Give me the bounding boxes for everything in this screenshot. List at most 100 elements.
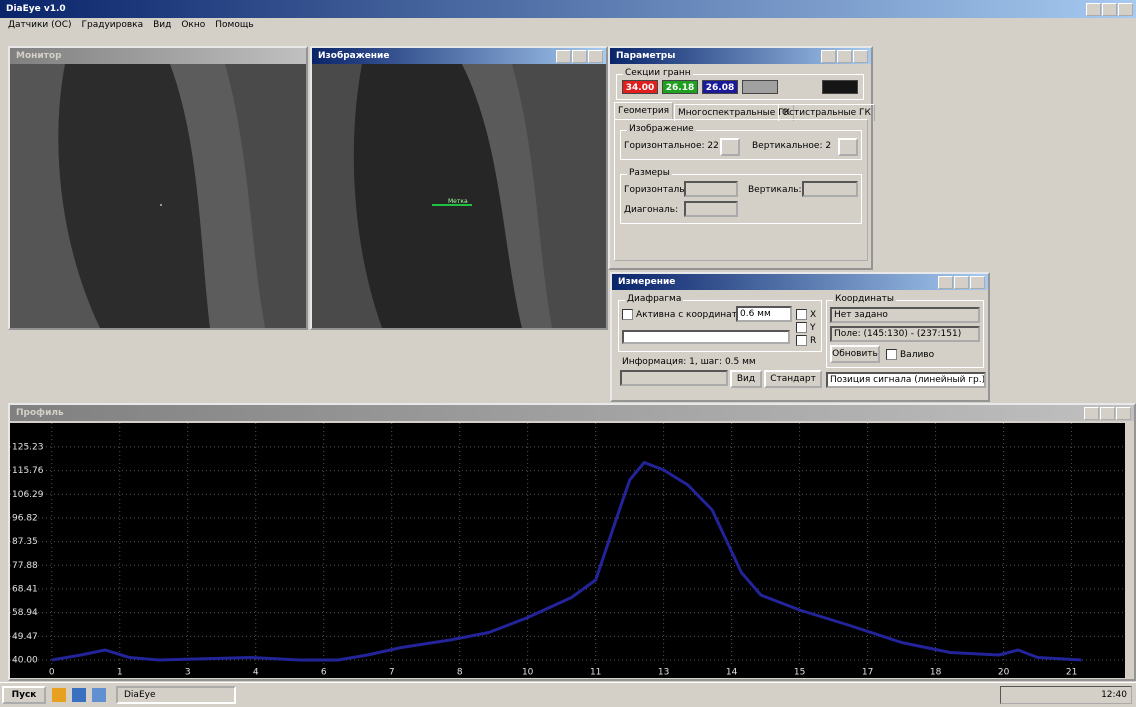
size-field bbox=[684, 201, 738, 217]
x-tick-label: 3 bbox=[185, 668, 191, 678]
window-title: Монитор bbox=[16, 51, 62, 61]
tab[interactable]: Геометрия bbox=[614, 102, 674, 119]
color-swatch[interactable] bbox=[742, 80, 778, 94]
taskbar: Пуск DiaEye 12:40 bbox=[0, 682, 1136, 707]
app-title: DiaEye v1.0 bbox=[6, 4, 66, 14]
marker-label: Метка bbox=[448, 198, 468, 205]
tab[interactable]: Многоспектральные ГК bbox=[674, 104, 794, 121]
app-controls[interactable] bbox=[1086, 3, 1133, 16]
maximize[interactable] bbox=[954, 276, 969, 289]
window-title-bar: Монитор bbox=[10, 48, 306, 64]
group-label: Секции гранн bbox=[623, 68, 693, 78]
window-title-bar: Параметры bbox=[610, 48, 871, 64]
clock: 12:40 bbox=[1101, 690, 1127, 700]
tray: 12:40 bbox=[1000, 686, 1132, 704]
menu-item[interactable]: Градуировка bbox=[81, 20, 144, 30]
button[interactable]: Обновить bbox=[830, 345, 880, 363]
minimize[interactable] bbox=[938, 276, 953, 289]
color-swatch[interactable]: 26.08 bbox=[702, 80, 738, 94]
monitor-window: Монитор bbox=[8, 46, 308, 330]
size-field bbox=[802, 181, 858, 197]
spin-button[interactable] bbox=[720, 138, 740, 156]
minimize[interactable] bbox=[821, 50, 836, 63]
close[interactable] bbox=[970, 276, 985, 289]
menu-item[interactable]: Вид bbox=[153, 20, 172, 30]
y-tick-label: 58.94 bbox=[12, 608, 38, 618]
close[interactable] bbox=[588, 50, 603, 63]
close[interactable] bbox=[1116, 407, 1131, 420]
quick-launch-icon[interactable] bbox=[52, 688, 66, 702]
x-tick-label: 8 bbox=[457, 668, 463, 678]
y-tick-label: 49.47 bbox=[12, 632, 38, 642]
checkbox[interactable]: R bbox=[796, 335, 816, 346]
checkbox[interactable]: Активна с координатами bbox=[622, 309, 755, 320]
task-button[interactable]: DiaEye bbox=[116, 686, 236, 704]
checkbox[interactable]: X bbox=[796, 309, 816, 320]
params-window: Параметры Секции гранн 34.00 26.18 26.08… bbox=[608, 46, 875, 270]
y-tick-label: 106.29 bbox=[12, 490, 44, 500]
menu-item[interactable]: Датчики (ОС) bbox=[8, 20, 72, 30]
window-title-bar: Изображение bbox=[312, 48, 606, 64]
menu-bar: Датчики (ОС) Градуировка Вид Окно Помощь bbox=[8, 20, 254, 30]
x-tick-label: 6 bbox=[321, 668, 327, 678]
y-tick-label: 115.76 bbox=[12, 466, 44, 476]
quick-launch-icon[interactable] bbox=[72, 688, 86, 702]
checkbox[interactable]: Валиво bbox=[886, 349, 934, 360]
x-tick-label: 14 bbox=[726, 668, 738, 678]
text-field[interactable] bbox=[622, 330, 790, 344]
maximize[interactable] bbox=[837, 50, 852, 63]
x-tick-label: 0 bbox=[49, 668, 55, 678]
menu-item[interactable]: Помощь bbox=[215, 20, 254, 30]
monitor-image bbox=[10, 64, 306, 328]
color-swatch[interactable] bbox=[822, 80, 858, 94]
window-controls[interactable] bbox=[556, 50, 603, 63]
checkbox-label: Валиво bbox=[900, 350, 935, 360]
y-tick-label: 68.41 bbox=[12, 584, 38, 594]
window-controls[interactable] bbox=[1084, 407, 1131, 420]
x-tick-label: 10 bbox=[522, 668, 534, 678]
x-tick-label: 7 bbox=[389, 668, 395, 678]
window-title-bar: Профиль bbox=[10, 405, 1134, 421]
profile-plot: 40.00 49.47 58.94 68.41 77.88 87.35 96.82 106.2… bbox=[10, 423, 1125, 678]
maximize[interactable] bbox=[572, 50, 587, 63]
maximize[interactable] bbox=[1100, 407, 1115, 420]
minimize[interactable] bbox=[1086, 3, 1101, 16]
coords-field: Нет задано bbox=[830, 307, 980, 323]
color-swatch[interactable]: 26.18 bbox=[662, 80, 698, 94]
checkbox-label: X bbox=[810, 310, 817, 320]
measure-window: Измерение Диафрагма Активна с координата… bbox=[610, 272, 990, 402]
button[interactable]: Стандарт bbox=[764, 370, 822, 388]
y-tick-label: 96.82 bbox=[12, 513, 38, 523]
menu-item[interactable]: Окно bbox=[181, 20, 206, 30]
window-title: Изображение bbox=[318, 51, 390, 61]
size-group: Размеры bbox=[620, 168, 862, 224]
close[interactable] bbox=[853, 50, 868, 63]
maximize[interactable] bbox=[1102, 3, 1117, 16]
plot-background bbox=[10, 423, 1125, 678]
start-button[interactable]: Пуск bbox=[2, 686, 46, 704]
group-label: Размеры bbox=[627, 168, 672, 178]
window-controls[interactable] bbox=[938, 276, 985, 289]
minimize[interactable] bbox=[556, 50, 571, 63]
image-window: Изображение Метка bbox=[310, 46, 608, 330]
minimize[interactable] bbox=[1084, 407, 1099, 420]
checkbox[interactable]: Y bbox=[796, 322, 816, 333]
size-select[interactable]: 0.6 мм bbox=[736, 306, 792, 322]
window-title-bar: Измерение bbox=[612, 274, 988, 290]
tab[interactable]: Остистральные ГК bbox=[778, 104, 875, 121]
window-controls[interactable] bbox=[821, 50, 868, 63]
spin-button[interactable] bbox=[838, 138, 858, 156]
field-label: Горизонтальное: 22 bbox=[624, 141, 719, 151]
close[interactable] bbox=[1118, 3, 1133, 16]
size-field bbox=[684, 181, 738, 197]
color-swatch[interactable]: 34.00 bbox=[622, 80, 658, 94]
x-tick-label: 18 bbox=[930, 668, 942, 678]
signal-select[interactable]: Позиция сигнала (линейный гр.) bbox=[826, 372, 986, 388]
x-tick-label: 1 bbox=[117, 668, 123, 678]
x-tick-label: 4 bbox=[253, 668, 259, 678]
quick-launch-icon[interactable] bbox=[92, 688, 106, 702]
button[interactable]: Вид bbox=[730, 370, 762, 388]
window-title: Параметры bbox=[616, 51, 676, 61]
y-tick-label: 77.88 bbox=[12, 561, 38, 571]
